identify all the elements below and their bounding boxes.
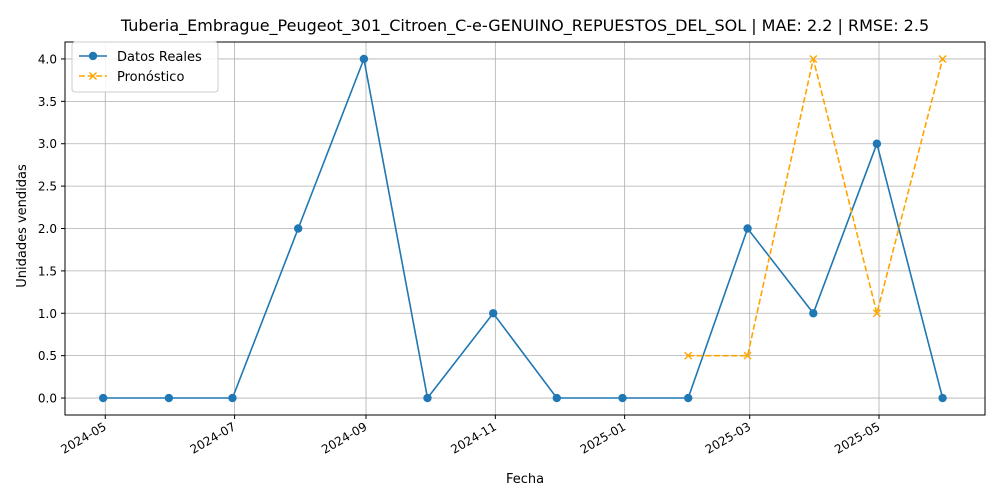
data-point xyxy=(809,54,818,63)
y-tick-label: 2.5 xyxy=(38,180,57,194)
data-point xyxy=(743,224,752,233)
x-tick-label: 2025-01 xyxy=(578,419,628,456)
series-datos-reales xyxy=(98,54,947,403)
data-point xyxy=(228,393,237,403)
legend-label-pronostico: Pronóstico xyxy=(117,70,184,85)
series-layer xyxy=(98,54,947,403)
x-tick-label: 2024-05 xyxy=(58,419,108,456)
data-point xyxy=(618,393,627,403)
data-point xyxy=(872,309,881,318)
legend-marker-pronostico xyxy=(89,72,97,80)
series-line-datos-reales xyxy=(103,58,944,399)
series-pronostico xyxy=(684,54,947,360)
legend-marker-datos-reales xyxy=(88,51,98,61)
x-tick-label: 2024-11 xyxy=(448,419,498,456)
y-tick-label: 0.5 xyxy=(38,349,57,363)
data-point xyxy=(423,393,432,403)
data-point xyxy=(684,393,693,403)
y-tick-label: 3.0 xyxy=(38,137,57,151)
x-axis-label: Fecha xyxy=(506,472,544,487)
chart-title: Tuberia_Embrague_Peugeot_301_Citroen_C-e… xyxy=(120,16,929,36)
legend-box xyxy=(71,41,219,93)
data-point xyxy=(938,54,947,63)
data-point xyxy=(98,393,108,403)
y-axis: 0.0 0.5 1.0 1.5 2.0 2.5 3.0 3.5 4.0 xyxy=(38,52,65,406)
data-point xyxy=(809,309,818,318)
y-tick-label: 3.5 xyxy=(38,95,57,109)
x-tick-label: 2025-05 xyxy=(832,419,882,456)
legend-label-datos-reales: Datos Reales xyxy=(117,50,202,65)
x-axis: 2024-05 2024-07 2024-09 2024-11 2025-01 2025-… xyxy=(58,415,883,457)
data-point xyxy=(872,139,882,148)
y-tick-label: 0.0 xyxy=(38,392,57,406)
x-tick-label: 2024-09 xyxy=(319,419,369,456)
data-point xyxy=(489,309,498,318)
data-point xyxy=(293,224,303,233)
x-tick-label: 2024-07 xyxy=(188,419,238,456)
y-tick-label: 1.0 xyxy=(38,307,57,321)
data-point xyxy=(684,351,693,360)
y-axis-label: Unidades vendidas xyxy=(15,164,30,288)
grid xyxy=(65,42,985,415)
data-point xyxy=(164,393,174,403)
x-tick-label: 2025-03 xyxy=(703,419,753,456)
y-tick-label: 2.0 xyxy=(38,222,57,236)
y-tick-label: 1.5 xyxy=(38,264,57,278)
y-tick-label: 4.0 xyxy=(38,52,57,66)
data-point xyxy=(743,351,752,360)
data-point xyxy=(938,393,947,403)
legend: Datos Reales Pronóstico xyxy=(71,41,219,93)
data-point xyxy=(552,393,561,403)
data-point xyxy=(359,54,369,64)
